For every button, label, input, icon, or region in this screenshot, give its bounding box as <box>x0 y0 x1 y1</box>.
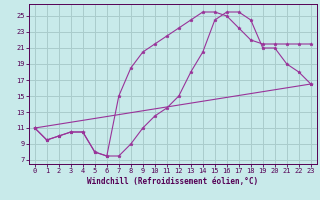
X-axis label: Windchill (Refroidissement éolien,°C): Windchill (Refroidissement éolien,°C) <box>87 177 258 186</box>
